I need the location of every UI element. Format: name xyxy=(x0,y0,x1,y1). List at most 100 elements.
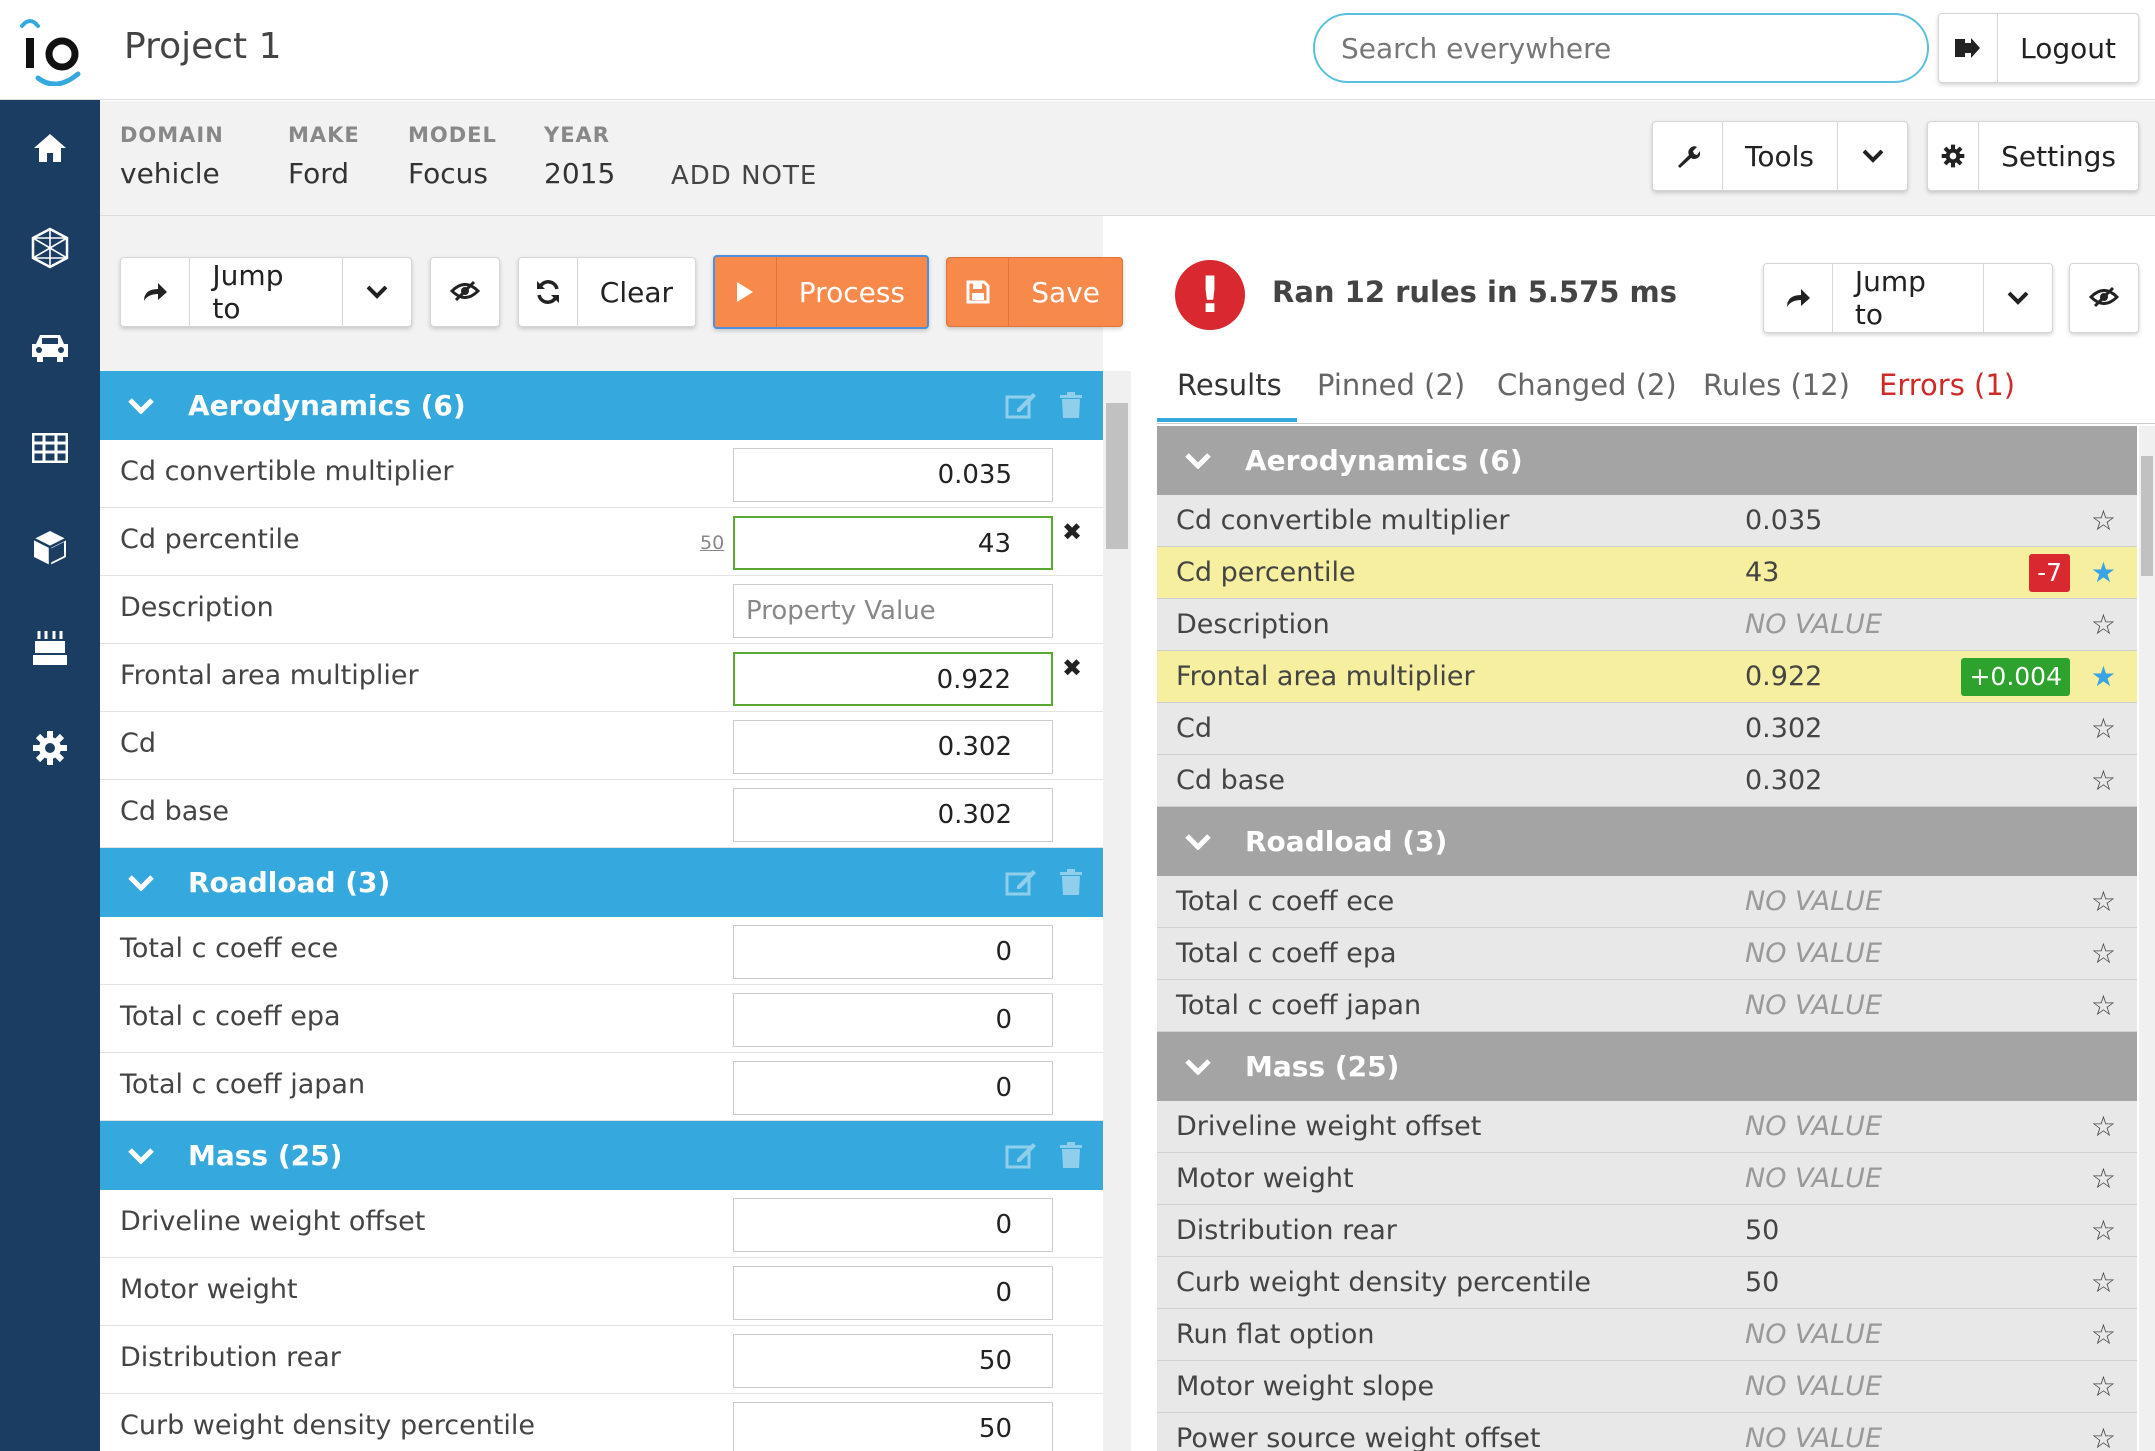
close-icon[interactable]: ✖ xyxy=(1062,654,1083,682)
tab-errors[interactable]: Errors (1) xyxy=(1879,368,2016,402)
star-icon[interactable]: ☆ xyxy=(2090,608,2116,641)
edit-icon[interactable] xyxy=(1005,1141,1037,1176)
star-icon[interactable]: ☆ xyxy=(2090,1318,2116,1351)
property-value-input[interactable]: 50 xyxy=(733,1402,1053,1451)
property-value-input[interactable]: 0.035 xyxy=(733,448,1053,502)
star-filled-icon[interactable]: ★ xyxy=(2090,556,2116,589)
meta-value: vehicle xyxy=(120,157,220,190)
star-icon[interactable]: ☆ xyxy=(2090,1214,2116,1247)
group-title: Aerodynamics (6) xyxy=(1245,444,1523,477)
tab-rules[interactable]: Rules (12) xyxy=(1703,368,1850,402)
star-icon[interactable]: ☆ xyxy=(2090,712,2116,745)
trash-icon[interactable] xyxy=(1059,868,1083,903)
group-title: Aerodynamics (6) xyxy=(188,389,466,422)
result-group-mass[interactable]: Mass (25) xyxy=(1157,1032,2137,1101)
property-value-input[interactable]: 0.922 xyxy=(733,652,1053,706)
result-name: Total c coeff epa xyxy=(1176,938,1397,969)
result-group-roadload[interactable]: Roadload (3) xyxy=(1157,807,2137,876)
close-icon[interactable]: ✖ xyxy=(1062,518,1083,546)
save-button[interactable]: Save xyxy=(946,257,1123,327)
star-icon[interactable]: ☆ xyxy=(2090,885,2116,918)
result-value: 0.035 xyxy=(1745,505,1823,536)
results-toggle-visibility-button[interactable] xyxy=(2069,263,2139,333)
property-row: Cd percentile 50 43 ✖ xyxy=(100,508,1103,576)
results-scrollbar[interactable] xyxy=(2139,426,2155,1451)
result-name: Cd convertible multiplier xyxy=(1176,505,1510,536)
star-filled-icon[interactable]: ★ xyxy=(2090,660,2116,693)
process-label: Process xyxy=(798,275,905,309)
edit-icon[interactable] xyxy=(1005,868,1037,903)
vehicle-meta-bar: DOMAIN vehicle MAKE Ford MODEL Focus YEA… xyxy=(100,101,2155,216)
refresh-icon xyxy=(519,258,578,326)
group-header-mass[interactable]: Mass (25) xyxy=(100,1121,1103,1190)
star-icon[interactable]: ☆ xyxy=(2090,1110,2116,1143)
scrollbar-thumb[interactable] xyxy=(2141,456,2153,576)
property-row: Curb weight density percentile 50 xyxy=(100,1394,1103,1451)
chevron-down-icon[interactable] xyxy=(128,1147,188,1164)
tools-dropdown[interactable]: Tools xyxy=(1652,121,1908,191)
chevron-down-icon[interactable] xyxy=(128,874,188,891)
star-icon[interactable]: ☆ xyxy=(2090,1162,2116,1195)
star-icon[interactable]: ☆ xyxy=(2090,1370,2116,1403)
cube-icon[interactable] xyxy=(24,522,76,574)
result-name: Cd percentile xyxy=(1176,557,1356,588)
chevron-down-icon[interactable] xyxy=(128,397,188,414)
process-button[interactable]: Process xyxy=(713,255,929,329)
property-value-input[interactable]: 0 xyxy=(733,1061,1053,1115)
property-value-input[interactable]: 0.302 xyxy=(733,788,1053,842)
network-icon[interactable] xyxy=(24,222,76,274)
trash-icon[interactable] xyxy=(1059,391,1083,426)
property-value-input[interactable]: 0 xyxy=(733,1266,1053,1320)
home-icon[interactable] xyxy=(24,122,76,174)
chevron-down-icon[interactable] xyxy=(1185,452,1245,469)
result-group-aerodynamics[interactable]: Aerodynamics (6) xyxy=(1157,426,2137,495)
property-value-input[interactable]: 0 xyxy=(733,1198,1053,1252)
search-input[interactable] xyxy=(1313,13,1929,83)
clear-button[interactable]: Clear xyxy=(518,257,696,327)
table-icon[interactable] xyxy=(24,422,76,474)
result-row: Cd convertible multiplier 0.035 ☆ xyxy=(1157,495,2137,547)
result-value: 50 xyxy=(1745,1267,1780,1298)
star-icon[interactable]: ☆ xyxy=(2090,989,2116,1022)
property-value-input[interactable]: 0 xyxy=(733,925,1053,979)
group-header-roadload[interactable]: Roadload (3) xyxy=(100,848,1103,917)
tab-changed[interactable]: Changed (2) xyxy=(1497,368,1677,402)
error-icon: ! xyxy=(1175,260,1245,330)
star-icon[interactable]: ☆ xyxy=(2090,764,2116,797)
property-list-scrollbar[interactable] xyxy=(1103,371,1131,1451)
jump-to-dropdown[interactable]: Jump to xyxy=(120,257,412,327)
add-note-link[interactable]: ADD NOTE xyxy=(671,161,818,191)
property-value-input[interactable]: 0.302 xyxy=(733,720,1053,774)
meta-value: Focus xyxy=(408,157,488,190)
edit-icon[interactable] xyxy=(1005,391,1037,426)
star-icon[interactable]: ☆ xyxy=(2090,937,2116,970)
property-row: Description Property Value xyxy=(100,576,1103,644)
trash-icon[interactable] xyxy=(1059,1141,1083,1176)
result-row: Motor weight NO VALUE ☆ xyxy=(1157,1153,2137,1205)
settings-label: Settings xyxy=(2001,139,2116,173)
settings-button[interactable]: Settings xyxy=(1927,121,2139,191)
scrollbar-thumb[interactable] xyxy=(1106,403,1128,549)
star-icon[interactable]: ☆ xyxy=(2090,1422,2116,1451)
tab-results[interactable]: Results xyxy=(1177,368,1282,402)
star-icon[interactable]: ☆ xyxy=(2090,504,2116,537)
logout-button[interactable]: Logout xyxy=(1938,13,2139,83)
property-row: Total c coeff ece 0 xyxy=(100,917,1103,985)
app-logo[interactable] xyxy=(16,14,86,87)
chevron-down-icon[interactable] xyxy=(1185,1058,1245,1075)
default-value-link[interactable]: 50 xyxy=(700,532,725,554)
birthday-cake-icon[interactable] xyxy=(24,622,76,674)
property-value-input[interactable]: 43 xyxy=(733,516,1053,570)
property-value-input[interactable]: 50 xyxy=(733,1334,1053,1388)
tab-pinned[interactable]: Pinned (2) xyxy=(1317,368,1466,402)
toggle-visibility-button[interactable] xyxy=(430,257,500,327)
chevron-down-icon[interactable] xyxy=(1185,833,1245,850)
gear-icon[interactable] xyxy=(24,722,76,774)
group-header-aerodynamics[interactable]: Aerodynamics (6) xyxy=(100,371,1103,440)
property-value-input[interactable]: 0 xyxy=(733,993,1053,1047)
result-no-value: NO VALUE xyxy=(1745,609,1883,640)
star-icon[interactable]: ☆ xyxy=(2090,1266,2116,1299)
results-jump-to-dropdown[interactable]: Jump to xyxy=(1763,263,2053,333)
property-value-input[interactable]: Property Value xyxy=(733,584,1053,638)
car-icon[interactable] xyxy=(24,322,76,374)
